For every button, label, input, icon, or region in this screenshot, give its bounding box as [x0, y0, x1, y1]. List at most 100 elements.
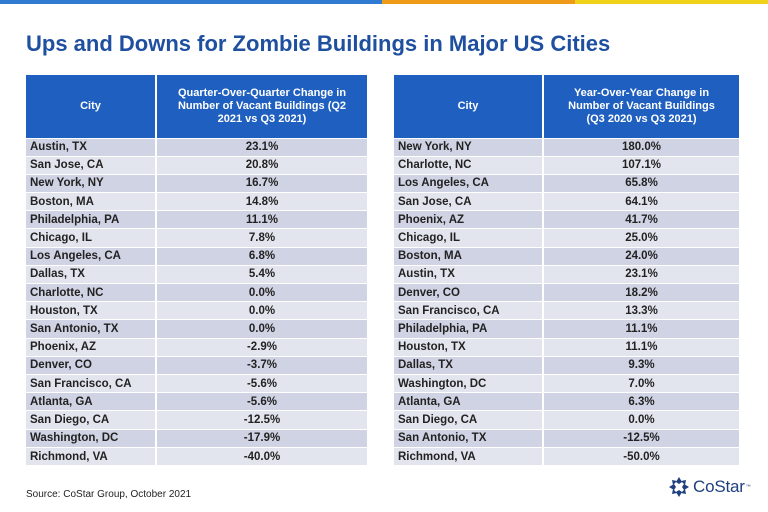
table-header-row: City Quarter-Over-Quarter Change in Numb… [26, 75, 367, 138]
table-row: Charlotte, NC 107.1% [394, 155, 739, 175]
source-note: Source: CoStar Group, October 2021 [26, 489, 192, 500]
table-row: Denver, CO 18.2% [394, 282, 739, 302]
city-cell: Philadelphia, PA [394, 319, 543, 339]
city-cell: Washington, DC [26, 428, 156, 448]
change-value-cell: -17.9% [155, 428, 367, 448]
table-row: Denver, CO -3.7% [26, 355, 367, 375]
city-cell: New York, NY [26, 173, 156, 193]
city-cell: Richmond, VA [394, 446, 543, 466]
table-row: San Francisco, CA -5.6% [26, 373, 367, 393]
column-header-city: City [26, 75, 156, 138]
change-value-cell: 41.7% [542, 210, 739, 229]
logo-trademark: ™ [745, 484, 751, 490]
table-row: Richmond, VA -50.0% [394, 446, 739, 466]
change-value-cell: 24.0% [542, 246, 739, 266]
table-row: Austin, TX 23.1% [26, 137, 367, 157]
city-cell: San Antonio, TX [394, 428, 543, 448]
city-cell: San Diego, CA [394, 410, 543, 429]
city-cell: Boston, MA [26, 192, 156, 211]
city-cell: Phoenix, AZ [394, 210, 543, 229]
city-cell: Atlanta, GA [394, 392, 543, 411]
table-row: New York, NY 180.0% [394, 137, 739, 157]
city-cell: San Jose, CA [26, 155, 156, 175]
change-value-cell: 20.8% [155, 155, 367, 175]
table-row: Los Angeles, CA 6.8% [26, 246, 367, 266]
change-value-cell: -50.0% [542, 446, 739, 466]
table-header-row: City Year-Over-Year Change in Number of … [394, 75, 739, 138]
page-title: Ups and Downs for Zombie Buildings in Ma… [26, 31, 611, 56]
city-cell: Houston, TX [26, 301, 156, 320]
table-row: Phoenix, AZ -2.9% [26, 337, 367, 357]
table-row: Washington, DC -17.9% [26, 428, 367, 448]
city-cell: San Antonio, TX [26, 319, 156, 339]
table-row: Richmond, VA -40.0% [26, 446, 367, 466]
city-cell: Los Angeles, CA [394, 173, 543, 193]
city-cell: Phoenix, AZ [26, 337, 156, 357]
city-cell: Philadelphia, PA [26, 210, 156, 229]
city-cell: Los Angeles, CA [26, 246, 156, 266]
change-value-cell: -5.6% [155, 392, 367, 411]
top-bar-yellow [575, 0, 768, 4]
city-cell: New York, NY [394, 137, 543, 157]
table-row: New York, NY 16.7% [26, 173, 367, 193]
city-cell: Houston, TX [394, 337, 543, 357]
table-row: Philadelphia, PA 11.1% [394, 319, 739, 339]
change-value-cell: 107.1% [542, 155, 739, 175]
table-row: Washington, DC 7.0% [394, 373, 739, 393]
change-value-cell: 9.3% [542, 355, 739, 375]
city-cell: San Diego, CA [26, 410, 156, 429]
change-value-cell: 11.1% [542, 319, 739, 339]
change-value-cell: 7.0% [542, 373, 739, 393]
change-value-cell: 23.1% [542, 264, 739, 284]
city-cell: Denver, CO [394, 282, 543, 302]
table-row: Los Angeles, CA 65.8% [394, 173, 739, 193]
change-value-cell: -5.6% [155, 373, 367, 393]
top-bar-blue [0, 0, 382, 4]
top-bar-orange [382, 0, 575, 4]
table-row: Atlanta, GA 6.3% [394, 392, 739, 411]
city-cell: San Jose, CA [394, 192, 543, 211]
table-row: San Diego, CA -12.5% [26, 410, 367, 429]
table-row: Charlotte, NC 0.0% [26, 282, 367, 302]
table-row: San Diego, CA 0.0% [394, 410, 739, 429]
column-header-city: City [394, 75, 543, 138]
table-row: Boston, MA 14.8% [26, 192, 367, 211]
table-row: San Antonio, TX 0.0% [26, 319, 367, 339]
table-row: Boston, MA 24.0% [394, 246, 739, 266]
change-value-cell: 5.4% [155, 264, 367, 284]
change-value-cell: 16.7% [155, 173, 367, 193]
city-cell: Dallas, TX [394, 355, 543, 375]
table-row: San Antonio, TX -12.5% [394, 428, 739, 448]
change-value-cell: 18.2% [542, 282, 739, 302]
city-cell: Chicago, IL [394, 228, 543, 248]
city-cell: San Francisco, CA [26, 373, 156, 393]
table-row: Chicago, IL 25.0% [394, 228, 739, 248]
logo-wordmark: CoStar [693, 477, 745, 496]
table-row: San Francisco, CA 13.3% [394, 301, 739, 320]
city-cell: Washington, DC [394, 373, 543, 393]
change-value-cell: 7.8% [155, 228, 367, 248]
change-value-cell: 11.1% [155, 210, 367, 229]
change-value-cell: 0.0% [155, 301, 367, 320]
costar-star-icon [669, 477, 689, 497]
change-value-cell: 23.1% [155, 137, 367, 157]
quarter-over-quarter-table: City Quarter-Over-Quarter Change in Numb… [26, 75, 367, 466]
city-cell: Atlanta, GA [26, 392, 156, 411]
table-row: San Jose, CA 20.8% [26, 155, 367, 175]
table-row: San Jose, CA 64.1% [394, 192, 739, 211]
table-row: Dallas, TX 9.3% [394, 355, 739, 375]
change-value-cell: -12.5% [155, 410, 367, 429]
change-value-cell: -2.9% [155, 337, 367, 357]
city-cell: Charlotte, NC [26, 282, 156, 302]
table-row: Phoenix, AZ 41.7% [394, 210, 739, 229]
change-value-cell: 11.1% [542, 337, 739, 357]
change-value-cell: 25.0% [542, 228, 739, 248]
change-value-cell: 13.3% [542, 301, 739, 320]
table-row: Houston, TX 0.0% [26, 301, 367, 320]
change-value-cell: -40.0% [155, 446, 367, 466]
top-color-bar [0, 0, 768, 4]
change-value-cell: 65.8% [542, 173, 739, 193]
city-cell: Austin, TX [394, 264, 543, 284]
city-cell: Richmond, VA [26, 446, 156, 466]
change-value-cell: 14.8% [155, 192, 367, 211]
